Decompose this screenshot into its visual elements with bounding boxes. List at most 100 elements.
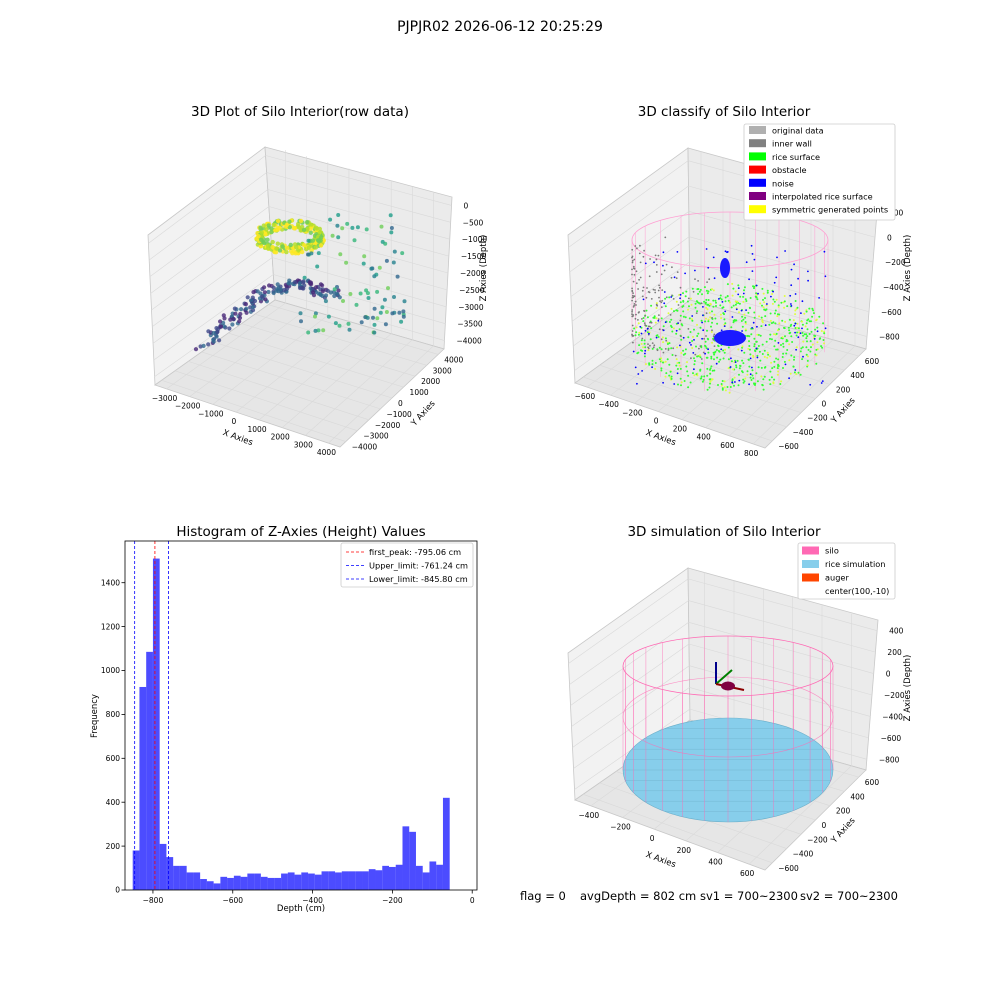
cls-gridline-z bbox=[570, 211, 690, 297]
cls-rice-point bbox=[761, 384, 764, 387]
cls-x-tick-label: −200 bbox=[622, 408, 643, 417]
cls-wall-point bbox=[632, 265, 635, 268]
cls-rice-point bbox=[748, 335, 751, 338]
cls-wall-point bbox=[631, 310, 633, 313]
raw-point bbox=[261, 223, 266, 228]
cls-rice-point bbox=[734, 290, 737, 293]
raw-point bbox=[337, 295, 342, 300]
cls-wall-point bbox=[647, 291, 650, 293]
cls-wall-point bbox=[664, 236, 667, 239]
raw-x-tick-label: 1000 bbox=[248, 425, 267, 434]
sim-gridline-z bbox=[570, 622, 689, 706]
cls-rice-point bbox=[660, 359, 663, 362]
cls-noise-point bbox=[707, 266, 710, 269]
cls-wall-point bbox=[631, 333, 633, 336]
cls-rice-point bbox=[706, 374, 709, 377]
cls-wall-point bbox=[679, 286, 682, 289]
raw-point bbox=[361, 261, 366, 266]
raw-point bbox=[334, 291, 339, 296]
cls-wall-point bbox=[639, 261, 642, 264]
raw-z-tick-label: −1000 bbox=[462, 235, 488, 244]
cls-rice-point bbox=[744, 298, 747, 301]
cls-wall-point bbox=[708, 278, 711, 281]
raw-point bbox=[206, 329, 211, 334]
cls-noise-point bbox=[751, 327, 753, 329]
raw-point bbox=[302, 243, 307, 248]
cls-noise-point bbox=[793, 263, 795, 266]
cls-rice-point bbox=[643, 342, 646, 345]
raw-point bbox=[297, 281, 302, 286]
cls-wall-point bbox=[631, 299, 633, 302]
raw-point bbox=[248, 298, 254, 303]
cls-wall-point bbox=[694, 353, 697, 356]
cls-rice-point bbox=[711, 341, 714, 344]
raw-point bbox=[306, 330, 311, 335]
cls-noise-point bbox=[752, 321, 755, 324]
cls-rice-point bbox=[780, 344, 782, 346]
cls-wall-point bbox=[677, 304, 680, 306]
raw-point bbox=[269, 226, 274, 231]
cls-rice-point bbox=[795, 334, 798, 337]
cls-rice-point bbox=[739, 364, 741, 367]
cls-rice-point bbox=[709, 382, 711, 385]
sim-x-tick-label: 400 bbox=[708, 858, 723, 867]
cls-rice-point bbox=[680, 338, 683, 341]
hist-bar bbox=[186, 872, 194, 890]
cls-rice-point bbox=[693, 357, 695, 360]
cls-rice-point bbox=[755, 296, 758, 299]
cls-wall-point bbox=[674, 354, 677, 357]
cls-rice-point bbox=[805, 310, 808, 313]
cls-rice-point bbox=[686, 361, 688, 364]
cls-noise-point bbox=[693, 368, 695, 371]
raw-point bbox=[333, 321, 338, 326]
classify-x-ticks: −600−400−200 0 200 400 600 800 bbox=[575, 392, 759, 458]
cls-rice-point bbox=[753, 345, 756, 348]
cls-rice-point bbox=[705, 289, 708, 292]
cls-gridline-y bbox=[615, 353, 802, 413]
cls-rice-point bbox=[764, 297, 766, 300]
sim-legend-label: rice simulation bbox=[825, 559, 885, 569]
cls-noise-point bbox=[775, 276, 778, 279]
raw-point bbox=[335, 223, 340, 228]
cls-gridline-z bbox=[573, 261, 690, 347]
cls-rice-point bbox=[724, 296, 727, 299]
cls-rice-point bbox=[809, 350, 812, 353]
cls-rice-point bbox=[806, 319, 809, 322]
cls-rice-point bbox=[696, 355, 699, 358]
cls-rice-point bbox=[687, 386, 690, 389]
cls-rice-point bbox=[679, 301, 682, 304]
cls-rice-point bbox=[712, 299, 715, 302]
raw-point bbox=[384, 310, 389, 314]
cls-rice-point bbox=[691, 340, 694, 342]
cls-rice-point bbox=[793, 356, 796, 359]
raw-point bbox=[265, 243, 271, 248]
sim-legend-swatch bbox=[802, 546, 819, 555]
raw-point bbox=[400, 251, 405, 256]
cls-wall-point bbox=[669, 314, 672, 316]
cls-wall-point bbox=[638, 252, 641, 255]
raw-point bbox=[258, 225, 263, 230]
cls-rice-point bbox=[667, 312, 670, 315]
cls-rice-point bbox=[742, 318, 745, 321]
cls-rice-point bbox=[685, 290, 688, 293]
cls-noise-point bbox=[737, 293, 740, 296]
cls-rice-point bbox=[714, 350, 717, 353]
cls-noise-point bbox=[784, 250, 786, 252]
cls-noise-point bbox=[731, 316, 734, 318]
raw-point bbox=[238, 311, 243, 317]
cls-rice-point bbox=[637, 333, 640, 336]
cls-rice-point bbox=[703, 300, 706, 303]
figure-suptitle: PJPJR02 2026-06-12 20:25:29 bbox=[397, 19, 603, 35]
cls-rice-point bbox=[761, 287, 764, 290]
cls-rice-point bbox=[664, 297, 667, 300]
sim-legend-label: center(100,-10) bbox=[825, 586, 889, 596]
raw-point bbox=[275, 218, 281, 224]
sim-gridline-z bbox=[689, 665, 871, 717]
cls-rice-point bbox=[764, 309, 767, 312]
raw-z-ticks: −4000 −3500 −3000 −2500 −2000 −1500 −1000 −500 0 bbox=[456, 201, 487, 345]
cls-noise-point bbox=[773, 281, 776, 284]
cls-rice-point bbox=[774, 309, 777, 312]
raw-point bbox=[250, 308, 256, 313]
cls-noise-point bbox=[662, 251, 665, 254]
